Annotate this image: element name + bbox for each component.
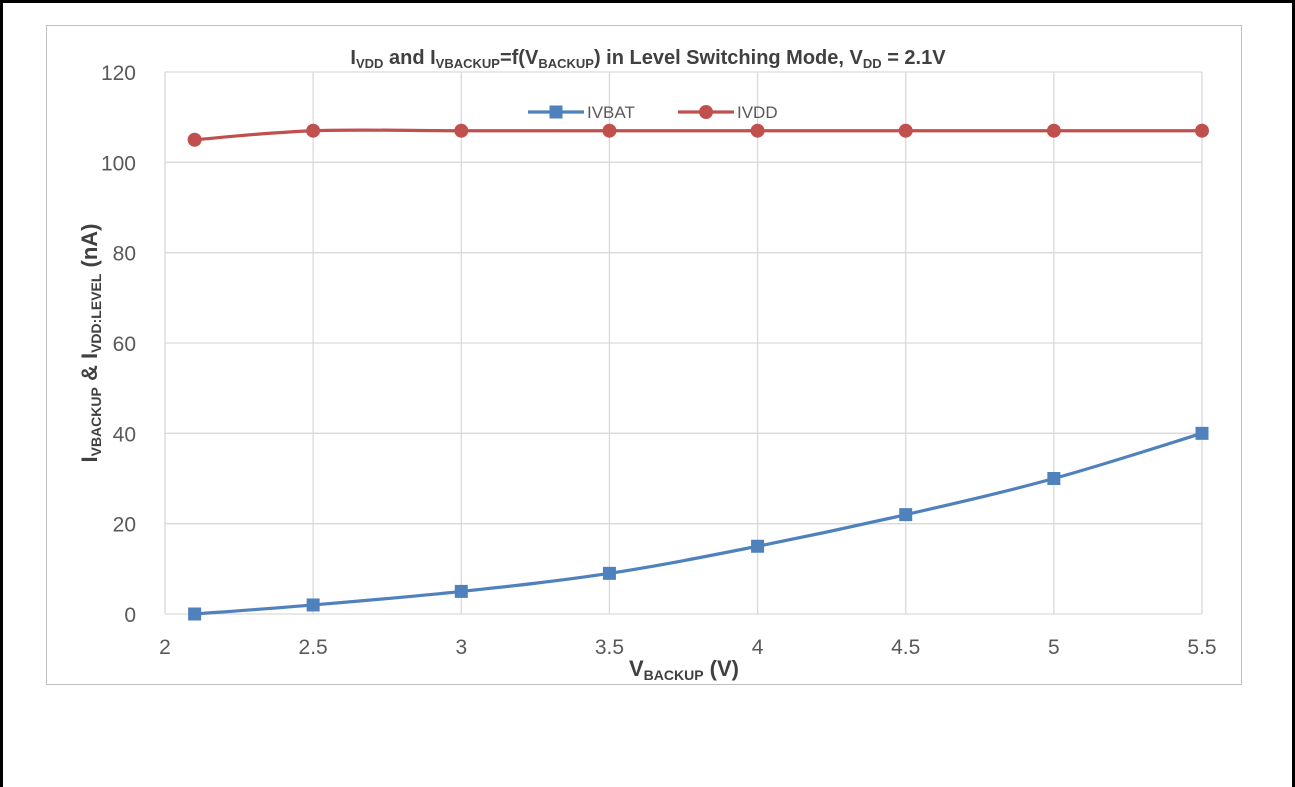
legend-item-ivbat: IVBAT <box>528 103 635 122</box>
label-segment: = 2.1V <box>882 47 947 69</box>
x-tick-label: 3.5 <box>595 636 624 659</box>
data-point <box>1046 123 1061 138</box>
x-tick-label: 3 <box>455 636 467 659</box>
x-tick-label: 2 <box>159 636 171 659</box>
data-point <box>602 566 616 580</box>
x-tick-label: 2.5 <box>299 636 328 659</box>
legend-marker <box>549 105 563 119</box>
data-point <box>306 598 320 612</box>
label-subscript: VDD <box>356 56 383 71</box>
data-point <box>454 584 468 598</box>
legend-marker <box>699 105 713 119</box>
series-line-ivdd <box>194 128 1202 142</box>
y-axis-title: IVBACKUP & IVDD:LEVEL (nA) <box>77 223 104 462</box>
grid-layer <box>164 71 1203 615</box>
series-ivdd <box>187 123 1209 147</box>
data-point <box>750 123 765 138</box>
series-ivbat <box>188 426 1209 621</box>
label-segment: I <box>350 47 356 69</box>
x-tick-label: 4.5 <box>891 636 920 659</box>
data-point <box>899 508 913 522</box>
data-point <box>454 123 469 138</box>
chart-title: IVDD and IVBACKUP=f(VBACKUP) in Level Sw… <box>350 47 946 71</box>
label-segment: (V) <box>704 656 739 681</box>
tick-labels: 2 2.5 3 3.5 4 4.5 5 5.5 0 20 40 60 80 100 120 <box>101 62 1217 659</box>
x-axis-title: VBACKUP (V) <box>629 656 739 683</box>
series-layer <box>187 123 1209 621</box>
label-subscript: BACKUP <box>538 56 594 71</box>
label-segment: (nA) <box>77 223 102 273</box>
data-point <box>898 123 913 138</box>
data-point <box>306 123 321 138</box>
x-tick-label: 4 <box>752 636 764 659</box>
x-tick-label: 5 <box>1048 636 1060 659</box>
data-point <box>187 132 202 147</box>
label-segment: and I <box>383 47 435 69</box>
x-tick-label: 5.5 <box>1187 636 1216 659</box>
label-segment: V <box>629 656 644 681</box>
legend-label: IVDD <box>737 103 778 122</box>
label-subscript: VBACKUP <box>88 387 104 456</box>
y-tick-label: 20 <box>113 514 136 537</box>
y-tick-label: 0 <box>124 604 136 627</box>
y-tick-label: 100 <box>101 152 136 175</box>
y-tick-label: 60 <box>113 333 136 356</box>
label-subscript: BACKUP <box>644 667 704 683</box>
label-segment: ) in Level Switching Mode, V <box>594 47 864 69</box>
y-tick-label: 80 <box>113 243 136 266</box>
series-line-ivbat <box>194 431 1203 616</box>
legend-label: IVBAT <box>587 103 635 122</box>
label-subscript: DD <box>863 56 882 71</box>
label-segment: I <box>77 456 102 462</box>
data-point <box>1195 426 1209 440</box>
legend: IVBAT IVDD <box>528 103 778 122</box>
data-point <box>1047 472 1061 485</box>
data-point <box>751 539 765 553</box>
data-point <box>188 607 202 621</box>
data-point <box>1195 123 1209 138</box>
y-tick-label: 120 <box>101 62 136 85</box>
label-subscript: VDD:LEVEL <box>88 273 104 353</box>
legend-item-ivdd: IVDD <box>678 103 778 122</box>
data-point <box>602 123 617 138</box>
label-segment: =f(V <box>500 47 539 69</box>
label-subscript: VBACKUP <box>436 56 501 71</box>
y-tick-label: 40 <box>113 423 136 446</box>
label-segment: & I <box>77 353 102 387</box>
